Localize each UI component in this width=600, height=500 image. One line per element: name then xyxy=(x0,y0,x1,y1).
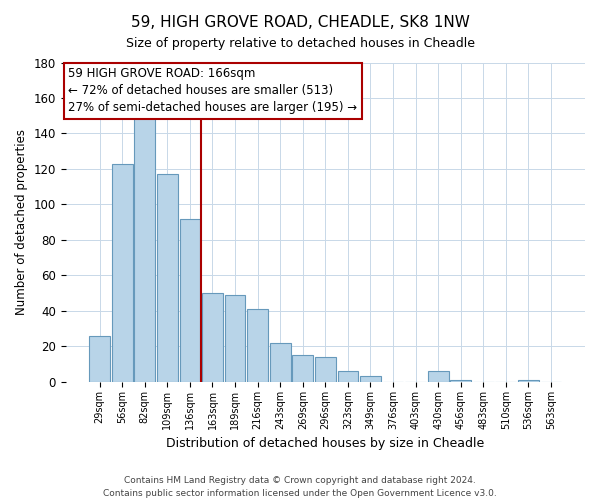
Text: Size of property relative to detached houses in Cheadle: Size of property relative to detached ho… xyxy=(125,38,475,51)
Bar xyxy=(360,376,381,382)
Bar xyxy=(112,164,133,382)
Bar xyxy=(270,343,290,382)
Bar xyxy=(179,218,200,382)
Text: 59 HIGH GROVE ROAD: 166sqm
← 72% of detached houses are smaller (513)
27% of sem: 59 HIGH GROVE ROAD: 166sqm ← 72% of deta… xyxy=(68,68,358,114)
Bar xyxy=(428,371,449,382)
Bar xyxy=(224,295,245,382)
Y-axis label: Number of detached properties: Number of detached properties xyxy=(15,129,28,315)
Bar xyxy=(338,371,358,382)
Bar xyxy=(247,309,268,382)
Bar xyxy=(315,357,336,382)
Text: 59, HIGH GROVE ROAD, CHEADLE, SK8 1NW: 59, HIGH GROVE ROAD, CHEADLE, SK8 1NW xyxy=(131,15,469,30)
Bar xyxy=(451,380,471,382)
Bar xyxy=(157,174,178,382)
Bar xyxy=(202,293,223,382)
Bar xyxy=(89,336,110,382)
Bar xyxy=(134,116,155,382)
Bar xyxy=(292,355,313,382)
X-axis label: Distribution of detached houses by size in Cheadle: Distribution of detached houses by size … xyxy=(166,437,484,450)
Bar xyxy=(518,380,539,382)
Text: Contains HM Land Registry data © Crown copyright and database right 2024.
Contai: Contains HM Land Registry data © Crown c… xyxy=(103,476,497,498)
